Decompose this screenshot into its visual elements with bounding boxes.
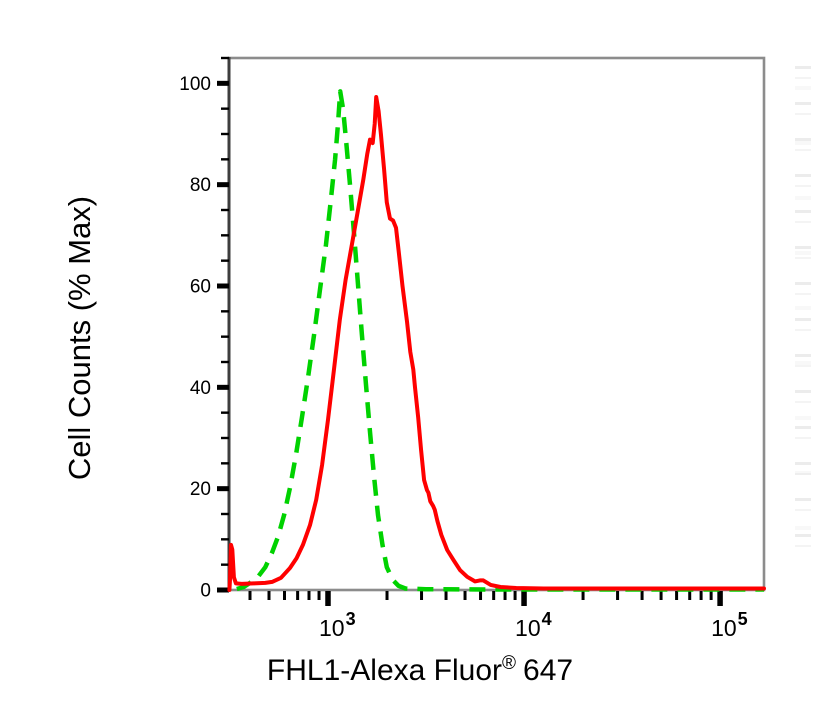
x-axis-title-text: FHL1-Alexa Fluor bbox=[266, 654, 503, 687]
x-axis-title-number: 647 bbox=[523, 654, 574, 687]
x-axis-title: FHL1-Alexa Fluor® 647 bbox=[267, 654, 573, 688]
y-tick-label: 100 bbox=[179, 74, 211, 95]
registered-trademark-icon: ® bbox=[502, 653, 517, 674]
y-axis-title: Cell Counts (% Max) bbox=[62, 196, 98, 480]
x-tick-label: 103 bbox=[319, 609, 356, 641]
x-tick-label: 105 bbox=[711, 609, 748, 641]
plot-border bbox=[227, 56, 766, 592]
y-tick-label: 0 bbox=[200, 581, 211, 602]
x-tick-label: 104 bbox=[515, 609, 552, 641]
red-solid-series bbox=[227, 95, 766, 592]
y-tick-label: 60 bbox=[190, 277, 211, 298]
y-tick-label: 40 bbox=[190, 378, 211, 399]
y-tick-label: 80 bbox=[190, 175, 211, 196]
y-axis-title-text: Cell Counts (% Max) bbox=[62, 195, 97, 481]
y-tick-label: 20 bbox=[190, 479, 211, 500]
green-dashed-series bbox=[236, 89, 764, 592]
